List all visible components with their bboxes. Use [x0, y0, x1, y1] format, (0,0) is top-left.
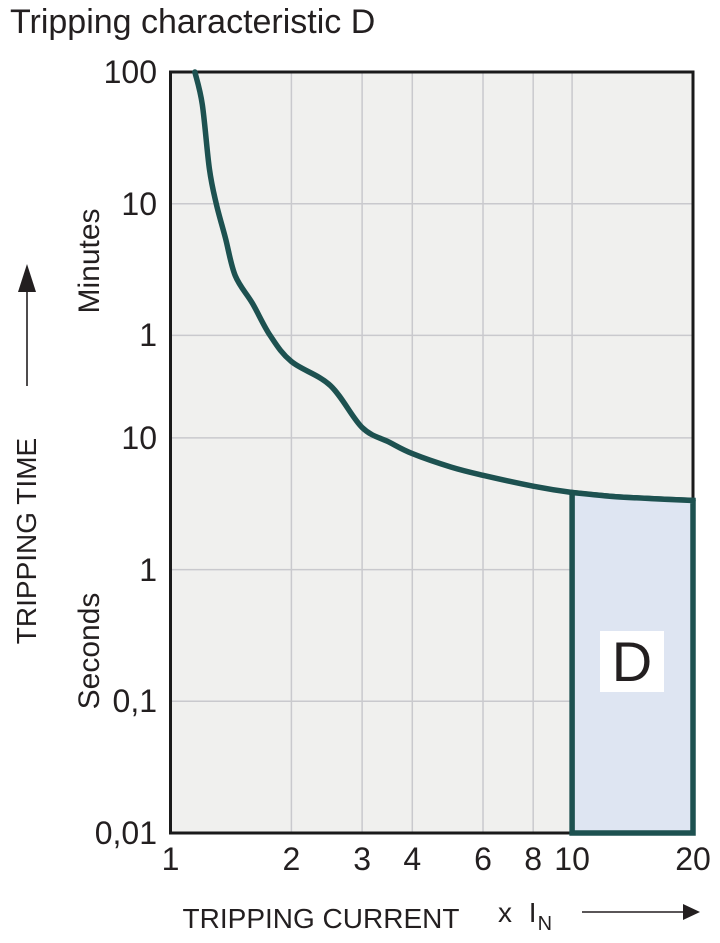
y-tick-label: 1: [139, 317, 157, 354]
x-tick-label: 3: [353, 841, 371, 877]
x-tick-label: 8: [524, 841, 543, 877]
y-tick-label: 1: [139, 551, 157, 588]
y-axis-title: TRIPPING TIME: [11, 437, 42, 645]
x-axis-unit-subscript: N: [537, 913, 553, 935]
tripping-curve: [192, 69, 696, 504]
x-axis-unit: x IN: [498, 897, 552, 935]
y-axis-up-arrow-icon: [18, 264, 36, 386]
x-axis-unit-prefix: x I: [498, 897, 537, 928]
y-tick-label: 10: [121, 185, 157, 222]
y-tick-label: 10: [121, 419, 157, 456]
y-axis-unit-minutes: Minutes: [73, 208, 106, 314]
x-tick-label: 1: [161, 841, 180, 877]
x-axis-right-arrow-icon: [582, 904, 700, 920]
y-tick-label: 0,1: [112, 683, 157, 720]
x-tick-label: 10: [554, 841, 590, 877]
region-d-label-box: D: [600, 630, 664, 693]
x-axis-title: TRIPPING CURRENT: [182, 903, 460, 934]
plot-border: [169, 70, 695, 835]
page-title: Tripping characteristic D: [10, 3, 376, 41]
x-tick-label: 6: [474, 841, 492, 877]
region-d-label: D: [611, 630, 653, 693]
y-tick-label: 0,01: [94, 815, 157, 851]
x-tick-label: 2: [282, 841, 301, 877]
x-tick-label: 20: [675, 841, 711, 877]
x-tick-label: 4: [403, 841, 422, 877]
y-tick-label: 100: [103, 54, 157, 90]
